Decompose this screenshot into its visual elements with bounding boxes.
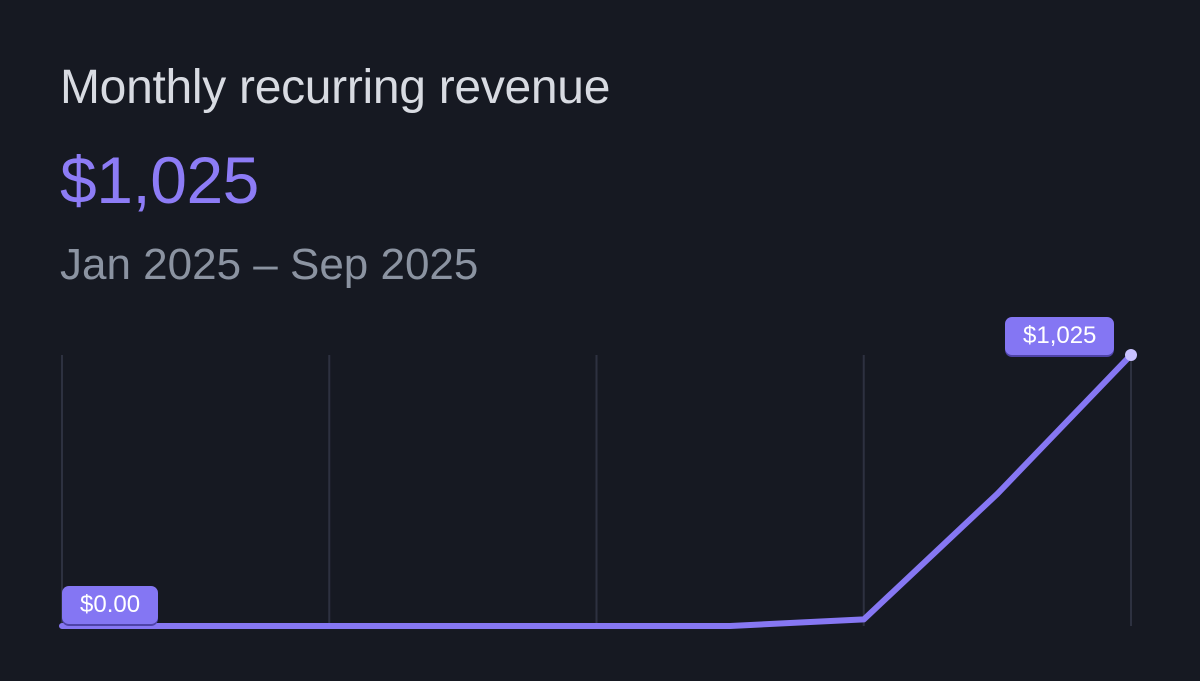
chart-grid xyxy=(61,355,1132,626)
end-value-label: $1,025 xyxy=(1005,317,1115,355)
data-point-sep-2025 xyxy=(1125,349,1137,361)
date-range: Jan 2025 – Sep 2025 xyxy=(60,240,479,289)
chart-series xyxy=(59,349,1137,629)
card-title: Monthly recurring revenue xyxy=(60,61,611,114)
start-value-label: $0.00 xyxy=(62,586,159,624)
mrr-value: $1,025 xyxy=(60,143,259,217)
series-line-0 xyxy=(59,352,1134,629)
